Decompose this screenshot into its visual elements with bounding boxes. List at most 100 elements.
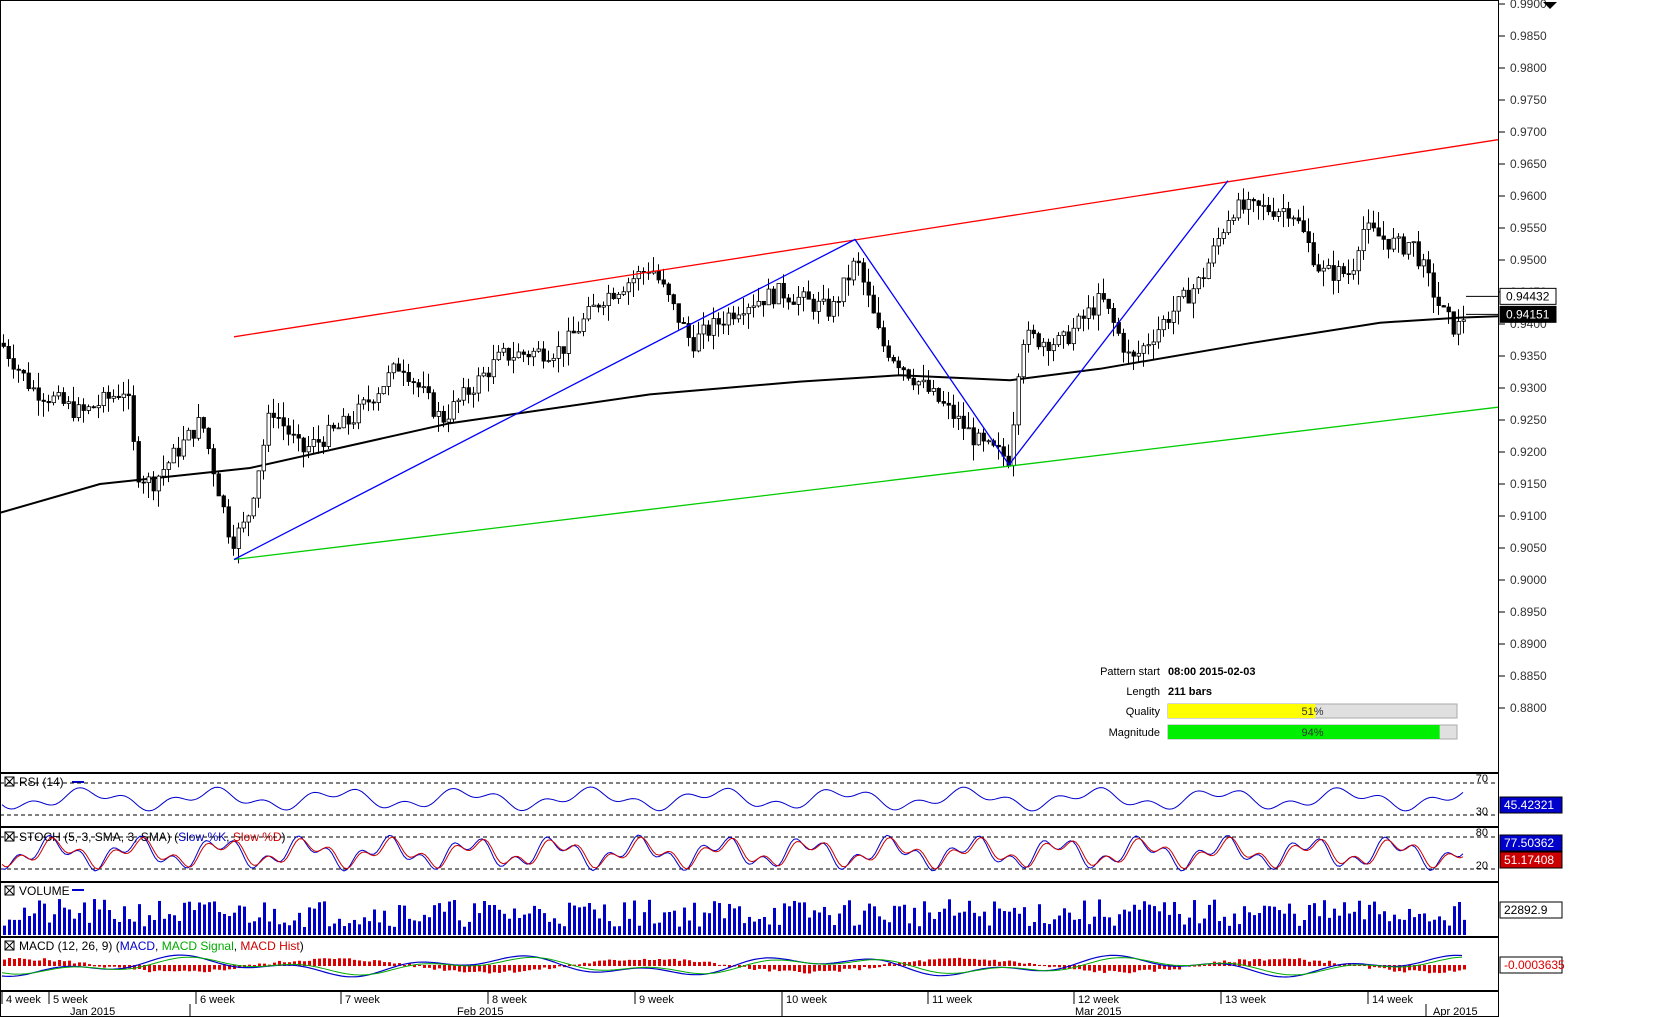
candle-body — [1306, 231, 1311, 243]
candle-body — [201, 417, 206, 429]
candle-body — [771, 288, 776, 305]
macd-hist-bar — [1408, 965, 1411, 971]
candle-body — [426, 386, 431, 394]
candle-body — [1366, 222, 1371, 230]
stoch-k-value: 77.50362 — [1504, 836, 1554, 850]
volume-bar — [523, 914, 526, 935]
candle-body — [1281, 208, 1286, 213]
macd-hist-bar — [263, 963, 266, 966]
volume-bar — [1078, 919, 1081, 935]
macd-hist-bar — [1193, 965, 1196, 967]
macd-hist-bar — [693, 961, 696, 966]
candle-body — [481, 372, 486, 377]
macd-hist-bar — [343, 958, 346, 966]
candle-body — [261, 444, 266, 472]
macd-hist-bar — [1293, 959, 1296, 966]
macd-hist-bar — [1133, 965, 1136, 973]
macd-hist-bar — [33, 960, 36, 966]
macd-hist-bar — [973, 958, 976, 966]
candle-body — [506, 347, 511, 361]
volume-close-icon[interactable] — [4, 885, 15, 896]
price-tick-label: 0.9150 — [1510, 477, 1547, 491]
macd-close-icon[interactable] — [4, 940, 15, 951]
volume-bar — [908, 923, 911, 935]
candle-body — [1341, 266, 1346, 274]
candle-body — [236, 527, 241, 549]
macd-hist-bar — [118, 965, 121, 968]
candle-body — [1061, 331, 1066, 336]
candle-body — [876, 312, 881, 329]
volume-bar — [738, 906, 741, 935]
candle-body — [776, 282, 781, 305]
macd-hist-bar — [358, 960, 361, 966]
candle-body — [476, 375, 481, 394]
macd-hist-bar — [328, 958, 331, 966]
macd-hist-bar — [648, 960, 651, 966]
candle-body — [851, 260, 856, 281]
volume-bar — [828, 915, 831, 935]
volume-bar — [873, 906, 876, 935]
volume-bar — [303, 926, 306, 935]
rsi-title: RSI (14) — [19, 775, 64, 789]
macd-hist-bar — [698, 962, 701, 966]
candle-body — [691, 337, 696, 352]
candle-body — [636, 271, 641, 280]
volume-bar — [238, 905, 241, 935]
macd-hist-bar — [283, 962, 286, 966]
macd-hist-bar — [238, 965, 241, 969]
price-tick-label: 0.9650 — [1510, 157, 1547, 171]
macd-hist-bar — [1038, 964, 1041, 966]
candle-body — [696, 333, 701, 352]
macd-hist-bar — [473, 965, 476, 972]
candle-body — [1, 342, 6, 347]
candle-body — [306, 446, 311, 453]
candle-body — [921, 379, 926, 383]
candle-body — [51, 395, 56, 404]
volume-bar — [1128, 911, 1131, 935]
volume-bar — [683, 907, 686, 935]
volume-bar — [1218, 921, 1221, 935]
rsi-close-icon[interactable] — [4, 776, 15, 787]
candle-body — [1451, 311, 1456, 335]
macd-hist-bar — [918, 960, 921, 966]
candle-body — [276, 417, 281, 419]
candle-body — [766, 288, 771, 306]
macd-hist-bar — [923, 961, 926, 966]
volume-bar — [23, 907, 26, 935]
macd-hist-bar — [873, 965, 876, 968]
channel-resistance-line — [233, 139, 1499, 338]
macd-hist-bar — [748, 965, 751, 969]
macd-hist-bar — [883, 964, 886, 966]
price-tick-label: 0.9750 — [1510, 93, 1547, 107]
scroll-marker-icon[interactable] — [1543, 2, 1557, 9]
candle-body — [1221, 232, 1226, 239]
candle-body — [996, 444, 1001, 448]
candle-body — [361, 399, 366, 405]
candle-body — [896, 360, 901, 369]
volume-bar — [1163, 902, 1166, 935]
price-tick-label: 0.9100 — [1510, 509, 1547, 523]
macd-hist-bar — [1463, 965, 1466, 970]
week-label: 12 week — [1078, 994, 1119, 1006]
volume-bar — [1463, 919, 1466, 935]
candle-body — [1076, 315, 1081, 329]
macd-hist-bar — [1433, 965, 1436, 973]
volume-bar — [498, 909, 501, 935]
candle-body — [1426, 259, 1431, 274]
macd-hist-bar — [738, 965, 741, 968]
macd-hist-bar — [1043, 965, 1046, 967]
week-label: 6 week — [200, 994, 235, 1006]
candle-body — [891, 357, 896, 362]
candle-body — [981, 432, 986, 442]
price-tick-label: 0.8900 — [1510, 637, 1547, 651]
candle-body — [1436, 296, 1441, 306]
candle-body — [616, 293, 621, 300]
candle-body — [581, 318, 586, 332]
volume-bar — [1003, 911, 1006, 935]
macd-hist-bar — [728, 965, 731, 968]
volume-bar — [53, 914, 56, 935]
volume-bar — [608, 921, 611, 935]
macd-hist-bar — [493, 965, 496, 973]
price-tick-label: 0.9350 — [1510, 349, 1547, 363]
candle-body — [431, 392, 436, 417]
